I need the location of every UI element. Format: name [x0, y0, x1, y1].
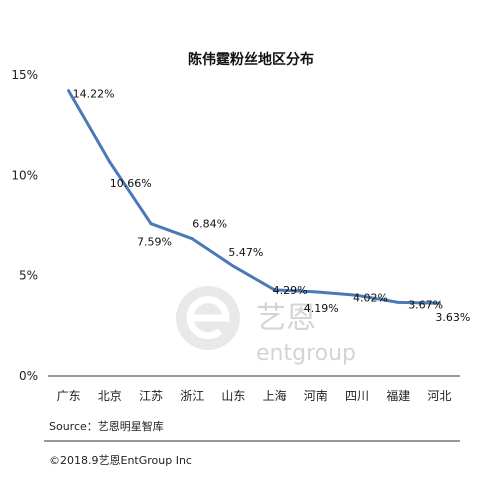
data-point [355, 293, 359, 297]
data-point [231, 264, 235, 268]
x-tick-label: 江苏 [139, 389, 163, 403]
x-tick-label: 河北 [427, 389, 451, 403]
x-tick-label: 上海 [263, 388, 287, 403]
x-tick-label: 四川 [345, 389, 369, 403]
data-point [108, 160, 112, 164]
data-label: 10.66% [110, 177, 152, 190]
watermark-logo-e-icon [186, 296, 230, 340]
data-label: 3.63% [435, 311, 470, 324]
x-tick-label: 河南 [304, 388, 328, 403]
source-note: Source：艺恩明星智库 [49, 420, 164, 433]
data-points [67, 89, 441, 305]
entgroup-watermark: 艺恩 entgroup [176, 286, 356, 366]
data-label: 4.19% [304, 302, 339, 315]
data-label: 4.02% [353, 291, 388, 304]
series-line [67, 89, 440, 305]
copyright-footer: ©2018.9艺恩EntGroup Inc [49, 454, 192, 467]
y-tick-label: 5% [19, 269, 38, 283]
data-point [149, 222, 153, 226]
data-label: 7.59% [137, 236, 172, 249]
x-tick-label: 山东 [221, 389, 245, 403]
data-point [190, 237, 194, 241]
watermark-brand-en: entgroup [256, 341, 356, 366]
x-tick-label: 浙江 [180, 389, 204, 403]
data-label: 3.67% [408, 298, 443, 311]
data-point [273, 288, 277, 292]
x-axis: 广东 北京 江苏 浙江 山东 上海 河南 四川 福建 河北 [57, 388, 452, 403]
data-point [396, 300, 400, 304]
chart-title: 陈伟霆粉丝地区分布 [188, 51, 314, 68]
data-label: 14.22% [73, 88, 115, 101]
data-labels: 14.22% 10.66% 7.59% 6.84% 5.47% 4.29% 4.19% 4.0… [73, 88, 471, 325]
y-tick-label: 15% [11, 68, 38, 82]
data-point [314, 290, 318, 294]
data-point [437, 301, 441, 305]
x-tick-label: 广东 [57, 389, 81, 403]
watermark-brand-cn: 艺恩 [256, 301, 316, 336]
y-tick-label: 0% [19, 369, 38, 383]
data-point [67, 89, 71, 93]
x-tick-label: 福建 [386, 388, 410, 403]
data-label: 6.84% [192, 218, 227, 231]
x-tick-label: 北京 [98, 389, 122, 403]
data-label: 5.47% [228, 246, 263, 259]
y-axis: 0% 5% 10% 15% [11, 68, 38, 383]
y-tick-label: 10% [11, 168, 38, 182]
data-label: 4.29% [273, 284, 308, 297]
